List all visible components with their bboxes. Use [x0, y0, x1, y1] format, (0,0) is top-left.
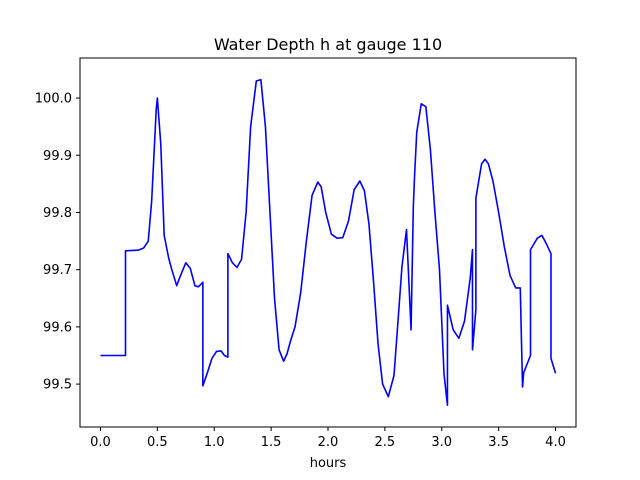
x-tick-label: 2.0	[318, 435, 339, 450]
x-tick-label: 4.0	[545, 435, 566, 450]
x-tick-label: 3.0	[431, 435, 452, 450]
y-tick-label: 99.8	[43, 206, 72, 221]
chart-title: Water Depth h at gauge 110	[214, 35, 442, 54]
plot-area	[80, 58, 576, 427]
x-tick-label: 3.5	[488, 435, 509, 450]
x-axis-label: hours	[310, 456, 347, 471]
y-tick-label: 99.7	[43, 263, 72, 278]
x-tick-label: 0.5	[147, 435, 168, 450]
series-line	[100, 78, 557, 407]
y-tick-label: 99.6	[43, 320, 72, 335]
series-layer	[100, 78, 557, 407]
x-tick-label: 0.0	[90, 435, 111, 450]
x-tick-label: 1.5	[261, 435, 282, 450]
x-axis: 0.0 0.5 1.0 1.5 2.0 2.5 3.0 3.5 4.0	[90, 427, 566, 450]
y-tick-label: 100.0	[35, 92, 72, 107]
y-tick-label: 99.9	[43, 149, 72, 164]
x-tick-label: 2.5	[375, 435, 396, 450]
y-axis: 99.5 99.6 99.7 99.8 99.9 100.0	[35, 92, 80, 393]
x-tick-label: 1.0	[204, 435, 225, 450]
y-tick-label: 99.5	[43, 378, 72, 393]
